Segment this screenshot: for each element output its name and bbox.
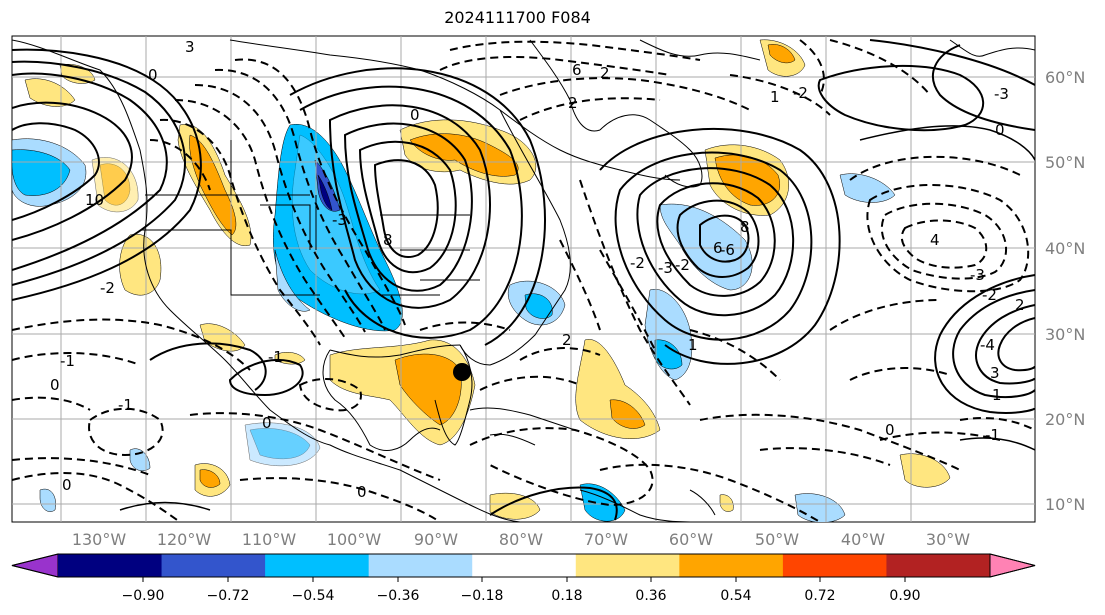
contour-label: -2 (982, 286, 997, 304)
contour-lines (12, 39, 1035, 521)
colorbar-segment (58, 554, 163, 577)
colorbar-extend-high (989, 553, 1036, 578)
contour-label: -2 (793, 84, 808, 102)
contour-label: 2 (568, 94, 578, 112)
contour-label: 1 (770, 88, 780, 106)
colorbar-segment (782, 554, 887, 577)
lon-label: 30°W (926, 530, 970, 549)
longitude-labels: 130°W 120°W 110°W 100°W 90°W 80°W 70°W 6… (72, 530, 970, 549)
contour-label: 0 (995, 121, 1005, 139)
contour-label: 6 (572, 61, 582, 79)
latitude-labels: 60°N 50°N 40°N 30°N 20°N 10°N (1045, 68, 1085, 514)
lat-label: 50°N (1045, 153, 1085, 172)
contour-label: -3 (332, 211, 347, 229)
lat-label: 60°N (1045, 68, 1085, 87)
lon-label: 100°W (327, 530, 382, 549)
contour-label: 10 (85, 191, 104, 209)
lon-label: 110°W (242, 530, 297, 549)
colorbar-tick-label: −0.36 (377, 588, 420, 604)
contour-labels: 3 0 -3 6 2 -1 1 -2 0 -1 0 10 8 -2 2 6 8 … (50, 38, 1025, 501)
contour-lines-dashed (12, 39, 1035, 522)
colorbar-segment (886, 554, 991, 577)
colorbar-tick-label: −0.72 (207, 588, 250, 604)
contour-label: 1 (992, 386, 1002, 404)
colorbar-extend-low (11, 553, 59, 578)
colorbar-tick-label: −0.54 (292, 588, 335, 604)
contour-label: 0 (885, 421, 895, 439)
colorbar-tick-label: −0.18 (461, 588, 504, 604)
colorbar: −0.90 −0.72 −0.54 −0.36 −0.18 0.18 0.36 … (11, 553, 1036, 604)
contour-label: 0 (148, 66, 158, 84)
contour-label: 8 (740, 218, 750, 236)
map-frame (11, 35, 1036, 523)
colorbar-ticks (142, 577, 906, 582)
colorbar-tick-label: 0.54 (720, 588, 751, 604)
colorbar-tick-label: 0.90 (889, 588, 920, 604)
lon-label: 60°W (669, 530, 713, 549)
contour-label: 0 (410, 106, 420, 124)
contour-label: 4 (930, 231, 940, 249)
contour-label: 0 (50, 376, 60, 394)
contour-label: 8 (383, 231, 393, 249)
contour-label: -1 (268, 348, 283, 366)
contour-label: 2 (600, 64, 610, 82)
contour-label: 0 (357, 483, 367, 501)
colorbar-outline (11, 553, 1036, 578)
lat-label: 10°N (1045, 495, 1085, 514)
colorbar-segment (368, 554, 473, 577)
colorbar-segment (472, 554, 577, 577)
contour-label: 1 (688, 336, 698, 354)
lon-label: 120°W (157, 530, 212, 549)
colorbar-segment (265, 554, 370, 577)
lat-label: 20°N (1045, 410, 1085, 429)
lon-label: 40°W (841, 530, 885, 549)
contour-label: 2 (1015, 296, 1025, 314)
storm-center-marker (453, 363, 471, 381)
contour-label: -6 (720, 241, 735, 259)
lat-label: 30°N (1045, 325, 1085, 344)
contour-label: -3 (994, 85, 1009, 103)
contour-label: -2 (630, 254, 645, 272)
contour-label: -1 (985, 426, 1000, 444)
colorbar-segment (575, 554, 680, 577)
colorbar-tick-label: −0.90 (122, 588, 165, 604)
contour-label: -1 (60, 352, 75, 370)
lon-label: 130°W (72, 530, 127, 549)
contour-label: -1 (118, 396, 133, 414)
contour-label: 6 (713, 239, 723, 257)
contour-label: 0 (62, 476, 72, 494)
contour-label: 2 (562, 331, 572, 349)
colorbar-segment (679, 554, 784, 577)
lat-label: 40°N (1045, 239, 1085, 258)
contour-zero-lines (119, 125, 1035, 511)
colorbar-tick-label: 0.18 (551, 588, 582, 604)
contour-label: 0 (262, 414, 272, 432)
contour-label: -3 (970, 266, 985, 284)
lon-label: 50°W (755, 530, 799, 549)
shaded-anomaly-fields (12, 39, 951, 522)
lon-label: 90°W (414, 530, 458, 549)
coastlines (12, 39, 1035, 522)
contour-label: -3 (658, 259, 673, 277)
colorbar-segments (11, 553, 1036, 578)
contour-label: 3 (990, 364, 1000, 382)
contour-label: -4 (980, 336, 995, 354)
contour-label: 3 (185, 38, 195, 56)
colorbar-tick-label: 0.72 (804, 588, 835, 604)
colorbar-tick-label: 0.36 (635, 588, 666, 604)
contour-label: -2 (100, 279, 115, 297)
lon-label: 70°W (584, 530, 628, 549)
map-title: 2024111700 F084 (444, 8, 591, 27)
colorbar-segment (161, 554, 266, 577)
contour-label: -2 (675, 256, 690, 274)
lon-label: 80°W (499, 530, 543, 549)
